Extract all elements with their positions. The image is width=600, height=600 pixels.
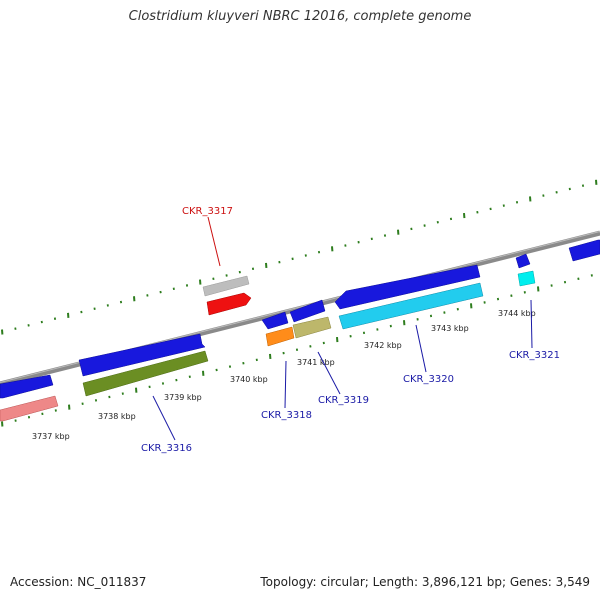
- gene-feature-red[interactable]: [206, 292, 252, 316]
- leader-line: [317, 351, 341, 395]
- gene-feature-cyan-small[interactable]: [517, 270, 536, 287]
- gene-feature-blue[interactable]: [78, 333, 206, 377]
- tick-label: 3740 kbp: [230, 375, 268, 384]
- gene-feature-orange[interactable]: [265, 326, 295, 347]
- gene-feature-blue[interactable]: [0, 374, 54, 399]
- leader-line: [415, 324, 427, 373]
- gene-feature-blue[interactable]: [568, 239, 600, 262]
- gene-feature-grey[interactable]: [202, 275, 250, 297]
- leader-line: [207, 216, 221, 267]
- genome-summary-text: Topology: circular; Length: 3,896,121 bp…: [260, 575, 590, 589]
- leader-line: [530, 299, 533, 349]
- gene-label-ckr-3316[interactable]: CKR_3316: [141, 443, 192, 454]
- gene-feature-pink[interactable]: [0, 395, 59, 422]
- tick-label: 3741 kbp: [297, 358, 335, 367]
- outer-tick-ring: [1, 179, 598, 335]
- gene-feature-blue[interactable]: [289, 299, 326, 323]
- gene-feature-olive[interactable]: [82, 350, 209, 397]
- gene-feature-khaki[interactable]: [292, 316, 332, 339]
- gene-label-ckr-3319[interactable]: CKR_3319: [318, 395, 369, 406]
- tick-label: 3744 kbp: [498, 309, 536, 318]
- gene-feature-blue[interactable]: [334, 264, 481, 310]
- gene-label-ckr-3317[interactable]: CKR_3317: [182, 206, 233, 217]
- tick-label: 3738 kbp: [98, 412, 136, 421]
- leader-line: [152, 395, 176, 441]
- tick-label: 3742 kbp: [364, 341, 402, 350]
- accession-text: Accession: NC_011837: [10, 575, 147, 589]
- map-title: Clostridium kluyveri NBRC 12016, complet…: [128, 9, 472, 24]
- gene-label-ckr-3318[interactable]: CKR_3318: [261, 410, 312, 421]
- leader-line: [284, 360, 287, 409]
- gene-features: [0, 239, 600, 422]
- gene-label-leaders: [152, 216, 533, 441]
- tick-label: 3743 kbp: [431, 324, 469, 333]
- inner-tick-ring: [1, 274, 593, 427]
- tick-labels: 3737 kbp 3738 kbp 3739 kbp 3740 kbp 3741…: [32, 309, 536, 441]
- gene-feature-blue[interactable]: [515, 253, 531, 269]
- gene-label-ckr-3321[interactable]: CKR_3321: [509, 350, 560, 361]
- gene-feature-cyan[interactable]: [338, 282, 484, 330]
- gene-feature-blue[interactable]: [261, 311, 289, 330]
- gene-label-ckr-3320[interactable]: CKR_3320: [403, 374, 454, 385]
- gene-labels: CKR_3316 CKR_3317 CKR_3318 CKR_3319 CKR_…: [141, 206, 560, 454]
- tick-label: 3737 kbp: [32, 432, 70, 441]
- tick-label: 3739 kbp: [164, 393, 202, 402]
